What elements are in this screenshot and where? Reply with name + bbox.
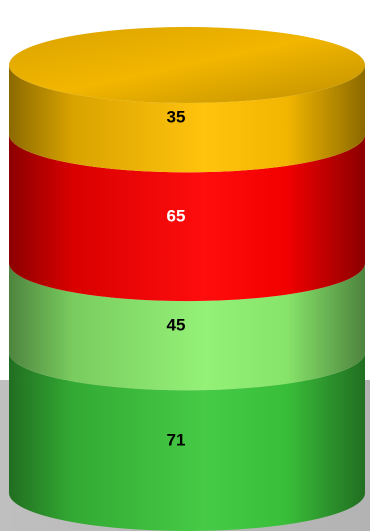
cylinder-top-cap: [9, 27, 365, 103]
cylinder-segment-1: [9, 352, 365, 531]
segment-value-label-4: 35: [167, 107, 186, 126]
cylinder-segment-4: [9, 65, 366, 173]
cylinder-segment-2: [9, 263, 366, 391]
segment-value-label-2: 45: [167, 316, 186, 335]
segment-value-label-1: 71: [167, 430, 186, 449]
cylinder-segment-3: [9, 134, 366, 302]
segment-value-label-3: 65: [167, 207, 186, 226]
